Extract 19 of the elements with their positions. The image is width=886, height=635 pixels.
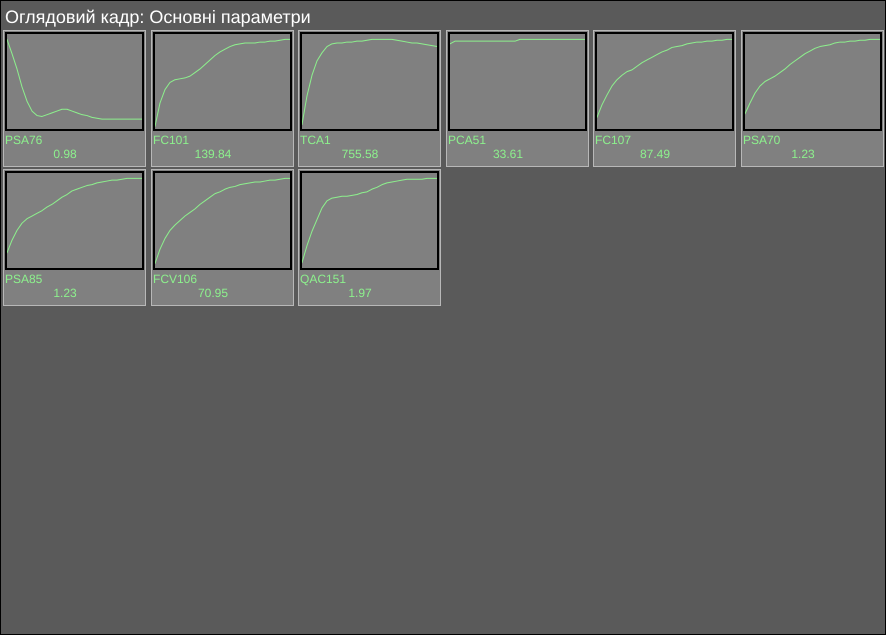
text: FC107 (595, 133, 632, 147)
text: 87.49 (640, 147, 670, 161)
text: 33.61 (492, 147, 524, 161)
text: 1.23 (791, 147, 815, 161)
text: 139.84 (194, 147, 232, 161)
text: 0.98 (53, 147, 77, 161)
text: FCV106 (153, 272, 198, 286)
text: PSA76 (5, 133, 43, 147)
text: PSA70 (743, 133, 781, 147)
text: 755.58 (342, 147, 379, 161)
text: PSA85 (5, 272, 43, 286)
text: PCA51 (448, 133, 486, 147)
text: Оглядовий кадр: Основні параметри (5, 6, 311, 28)
text: 1.23 (53, 286, 77, 300)
text: 70.95 (198, 286, 228, 300)
text: 1.97 (348, 286, 372, 300)
text: QAC151 (300, 272, 346, 286)
text: TCA1 (300, 133, 331, 147)
text: FC101 (153, 133, 190, 147)
